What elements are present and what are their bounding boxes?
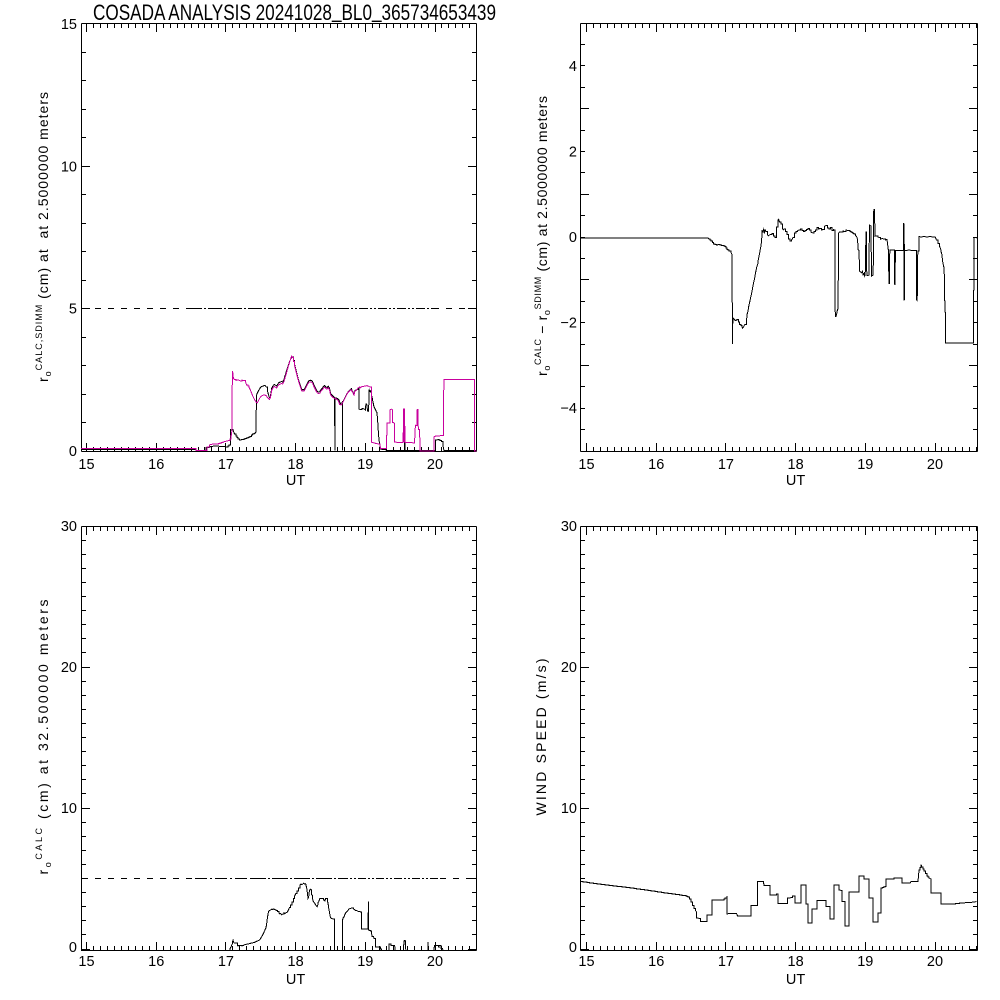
svg-text:roCALC,SDIMM (cm) at at 2.500: roCALC,SDIMM (cm) at at 2.5000000 meters — [34, 92, 53, 382]
svg-text:15: 15 — [61, 17, 77, 33]
svg-text:19: 19 — [857, 457, 873, 473]
svg-text:17: 17 — [218, 954, 234, 970]
svg-text:15: 15 — [78, 457, 94, 473]
svg-text:18: 18 — [788, 457, 804, 473]
svg-text:roCALC − roSDIMM (cm) at 2.500: roCALC − roSDIMM (cm) at 2.5000000 meter… — [533, 96, 552, 376]
svg-text:30: 30 — [61, 519, 77, 535]
svg-text:16: 16 — [648, 954, 664, 970]
svg-text:0: 0 — [69, 444, 77, 460]
svg-text:19: 19 — [357, 954, 373, 970]
svg-text:10: 10 — [561, 801, 577, 817]
svg-text:0: 0 — [569, 230, 577, 246]
svg-text:−4: −4 — [560, 401, 577, 417]
svg-text:18: 18 — [288, 954, 304, 970]
svg-text:15: 15 — [78, 954, 94, 970]
svg-text:17: 17 — [218, 457, 234, 473]
svg-text:0: 0 — [569, 940, 577, 956]
svg-text:UT: UT — [286, 972, 305, 988]
svg-text:19: 19 — [857, 954, 873, 970]
svg-text:WIND SPEED (m/s): WIND SPEED (m/s) — [533, 659, 549, 816]
svg-text:16: 16 — [148, 954, 164, 970]
svg-text:17: 17 — [718, 457, 734, 473]
svg-text:UT: UT — [286, 473, 305, 489]
svg-text:16: 16 — [648, 457, 664, 473]
svg-text:18: 18 — [288, 457, 304, 473]
svg-text:20: 20 — [927, 457, 943, 473]
svg-text:15: 15 — [578, 457, 594, 473]
svg-text:4: 4 — [569, 59, 577, 75]
svg-text:30: 30 — [561, 519, 577, 535]
svg-text:10: 10 — [61, 801, 77, 817]
svg-text:20: 20 — [561, 660, 577, 676]
svg-text:UT: UT — [786, 473, 805, 489]
svg-text:20: 20 — [61, 660, 77, 676]
svg-text:18: 18 — [788, 954, 804, 970]
svg-text:5: 5 — [69, 302, 77, 318]
svg-text:16: 16 — [148, 457, 164, 473]
svg-text:−2: −2 — [560, 316, 577, 332]
svg-text:20: 20 — [927, 954, 943, 970]
svg-text:19: 19 — [357, 457, 373, 473]
svg-text:0: 0 — [69, 940, 77, 956]
svg-text:17: 17 — [718, 954, 734, 970]
svg-text:15: 15 — [578, 954, 594, 970]
svg-text:20: 20 — [427, 457, 443, 473]
svg-text:COSADA ANALYSIS 20241028_BL0_3: COSADA ANALYSIS 20241028_BL0_36573465343… — [93, 0, 496, 25]
svg-text:10: 10 — [61, 159, 77, 175]
svg-text:2: 2 — [569, 144, 577, 160]
svg-text:20: 20 — [427, 954, 443, 970]
svg-text:UT: UT — [786, 972, 805, 988]
